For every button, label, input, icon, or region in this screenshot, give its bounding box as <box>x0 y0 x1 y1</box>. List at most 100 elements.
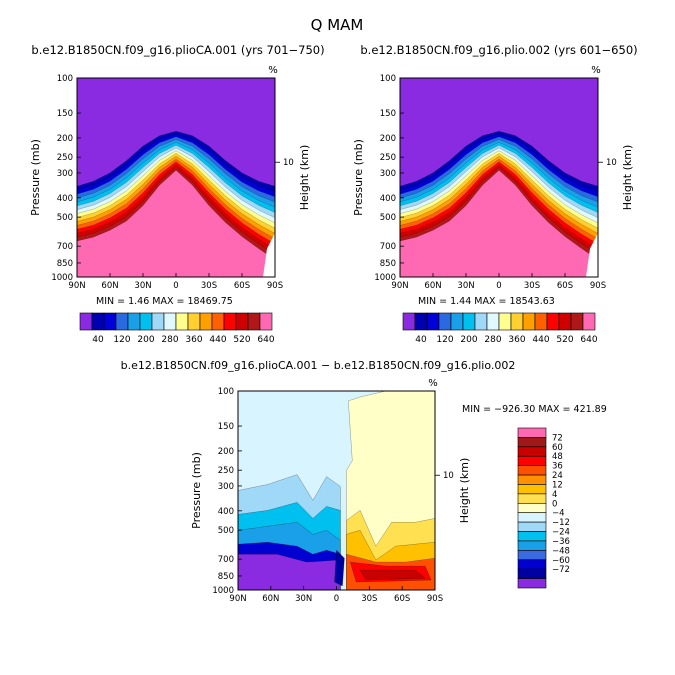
colorbar-label: 48 <box>552 452 563 462</box>
colorbar-swatch <box>438 312 452 331</box>
colorbar-swatch <box>450 312 464 331</box>
x-tick-label: 90S <box>267 281 283 291</box>
colorbar-label: 200 <box>137 335 154 345</box>
y-tick-label: 850 <box>218 572 234 582</box>
y-tick-label: 1000 <box>212 586 234 596</box>
y-tick-label: 100 <box>380 74 396 84</box>
x-tick-label: 30S <box>201 281 217 291</box>
y-tick-label: 200 <box>57 134 73 144</box>
y-tick-label: 250 <box>57 153 73 163</box>
min-max-stats: MIN = 1.44 MAX = 18543.63 <box>418 296 555 307</box>
x-tick-label: 90N <box>68 281 85 291</box>
colorbar-swatch <box>517 465 547 476</box>
y-tick-label: 500 <box>380 213 396 223</box>
colorbar-label: 72 <box>552 433 563 443</box>
y-tick-label: 1000 <box>374 273 396 283</box>
colorbar-swatch <box>127 312 141 331</box>
colorbar-swatch <box>175 312 189 331</box>
right-axis-title: Height (km) <box>298 145 311 211</box>
colorbar-swatch <box>474 312 488 331</box>
colorbar-swatch <box>534 312 548 331</box>
y-tick-label: 150 <box>218 422 234 432</box>
colorbar-label: 40 <box>415 335 427 345</box>
colorbar-swatch <box>517 559 547 570</box>
x-tick-label: 0 <box>334 594 339 604</box>
colorbar-label: 200 <box>460 335 477 345</box>
x-tick-label: 30N <box>295 594 312 604</box>
y-tick-label: 250 <box>380 153 396 163</box>
colorbar-label: 60 <box>552 443 563 453</box>
colorbar-swatch <box>151 312 165 331</box>
y-tick-label: 500 <box>57 213 73 223</box>
colorbar-label: 36 <box>552 462 563 472</box>
x-tick-label: 90S <box>590 281 606 291</box>
colorbar-swatch <box>223 312 237 331</box>
x-tick-label: 60N <box>101 281 118 291</box>
colorbar-swatch <box>79 312 93 331</box>
colorbar-swatch <box>486 312 500 331</box>
x-tick-label: 60N <box>424 281 441 291</box>
x-tick-label: 60S <box>234 281 250 291</box>
colorbar-swatch <box>402 312 416 331</box>
colorbar-swatch <box>517 437 547 448</box>
antarctic-topography <box>586 232 598 277</box>
panel-title: b.e12.B1850CN.f09_g16.plioCA.001 (yrs 70… <box>31 43 324 57</box>
y-tick-label: 300 <box>380 169 396 179</box>
colorbar-swatch <box>517 568 547 579</box>
colorbar-label: 520 <box>556 335 573 345</box>
x-tick-label: 30S <box>524 281 540 291</box>
y-tick-label: 300 <box>57 169 73 179</box>
units-label: % <box>428 378 438 389</box>
units-label: % <box>591 65 601 76</box>
colorbar-swatch <box>517 446 547 457</box>
min-max-stats: MIN = −926.30 MAX = 421.89 <box>462 404 607 415</box>
y-tick-label: 400 <box>218 507 234 517</box>
colorbar-swatch <box>235 312 249 331</box>
x-tick-label: 60N <box>262 594 279 604</box>
right-axis-title: Height (km) <box>458 458 471 524</box>
y-tick-label: 150 <box>57 109 73 119</box>
colorbar-label: 12 <box>552 480 563 490</box>
y-tick-label: 200 <box>380 134 396 144</box>
colorbar-swatch <box>517 512 547 523</box>
colorbar-swatch <box>517 540 547 551</box>
colorbar-swatch <box>517 484 547 495</box>
colorbar-swatch <box>582 312 596 331</box>
units-label: % <box>268 65 278 76</box>
colorbar-swatch <box>517 521 547 532</box>
colorbar-swatch <box>517 578 547 589</box>
colorbar-swatch <box>163 312 177 331</box>
colorbar-label: 520 <box>233 335 250 345</box>
colorbar-label: −4 <box>552 509 565 519</box>
colorbar-swatch <box>259 312 273 331</box>
colorbar-label: 440 <box>209 335 226 345</box>
colorbar-swatch <box>517 493 547 504</box>
colorbar-swatch <box>517 455 547 466</box>
colorbar-swatch <box>570 312 584 331</box>
antarctic-topography <box>263 232 275 277</box>
diff-negative-band-6 <box>334 549 345 587</box>
colorbar-label: 0 <box>552 499 557 509</box>
colorbar-swatch <box>517 550 547 561</box>
colorbar-label: 440 <box>532 335 549 345</box>
y-tick-label: 850 <box>380 259 396 269</box>
colorbar-label: 360 <box>508 335 525 345</box>
y-tick-label: 700 <box>380 242 396 252</box>
colorbar-swatch <box>247 312 261 331</box>
colorbar-label: 4 <box>552 490 557 500</box>
colorbar-label: 280 <box>161 335 178 345</box>
x-tick-label: 90S <box>427 594 443 604</box>
colorbar-swatch <box>546 312 560 331</box>
colorbar-swatch <box>426 312 440 331</box>
colorbar-label: 120 <box>436 335 453 345</box>
y-axis-title: Pressure (mb) <box>29 139 42 216</box>
y-tick-label: 850 <box>57 259 73 269</box>
colorbar-swatch <box>139 312 153 331</box>
colorbar-label: 280 <box>484 335 501 345</box>
x-tick-label: 90N <box>229 594 246 604</box>
colorbar-swatch <box>211 312 225 331</box>
y-tick-label: 250 <box>218 466 234 476</box>
